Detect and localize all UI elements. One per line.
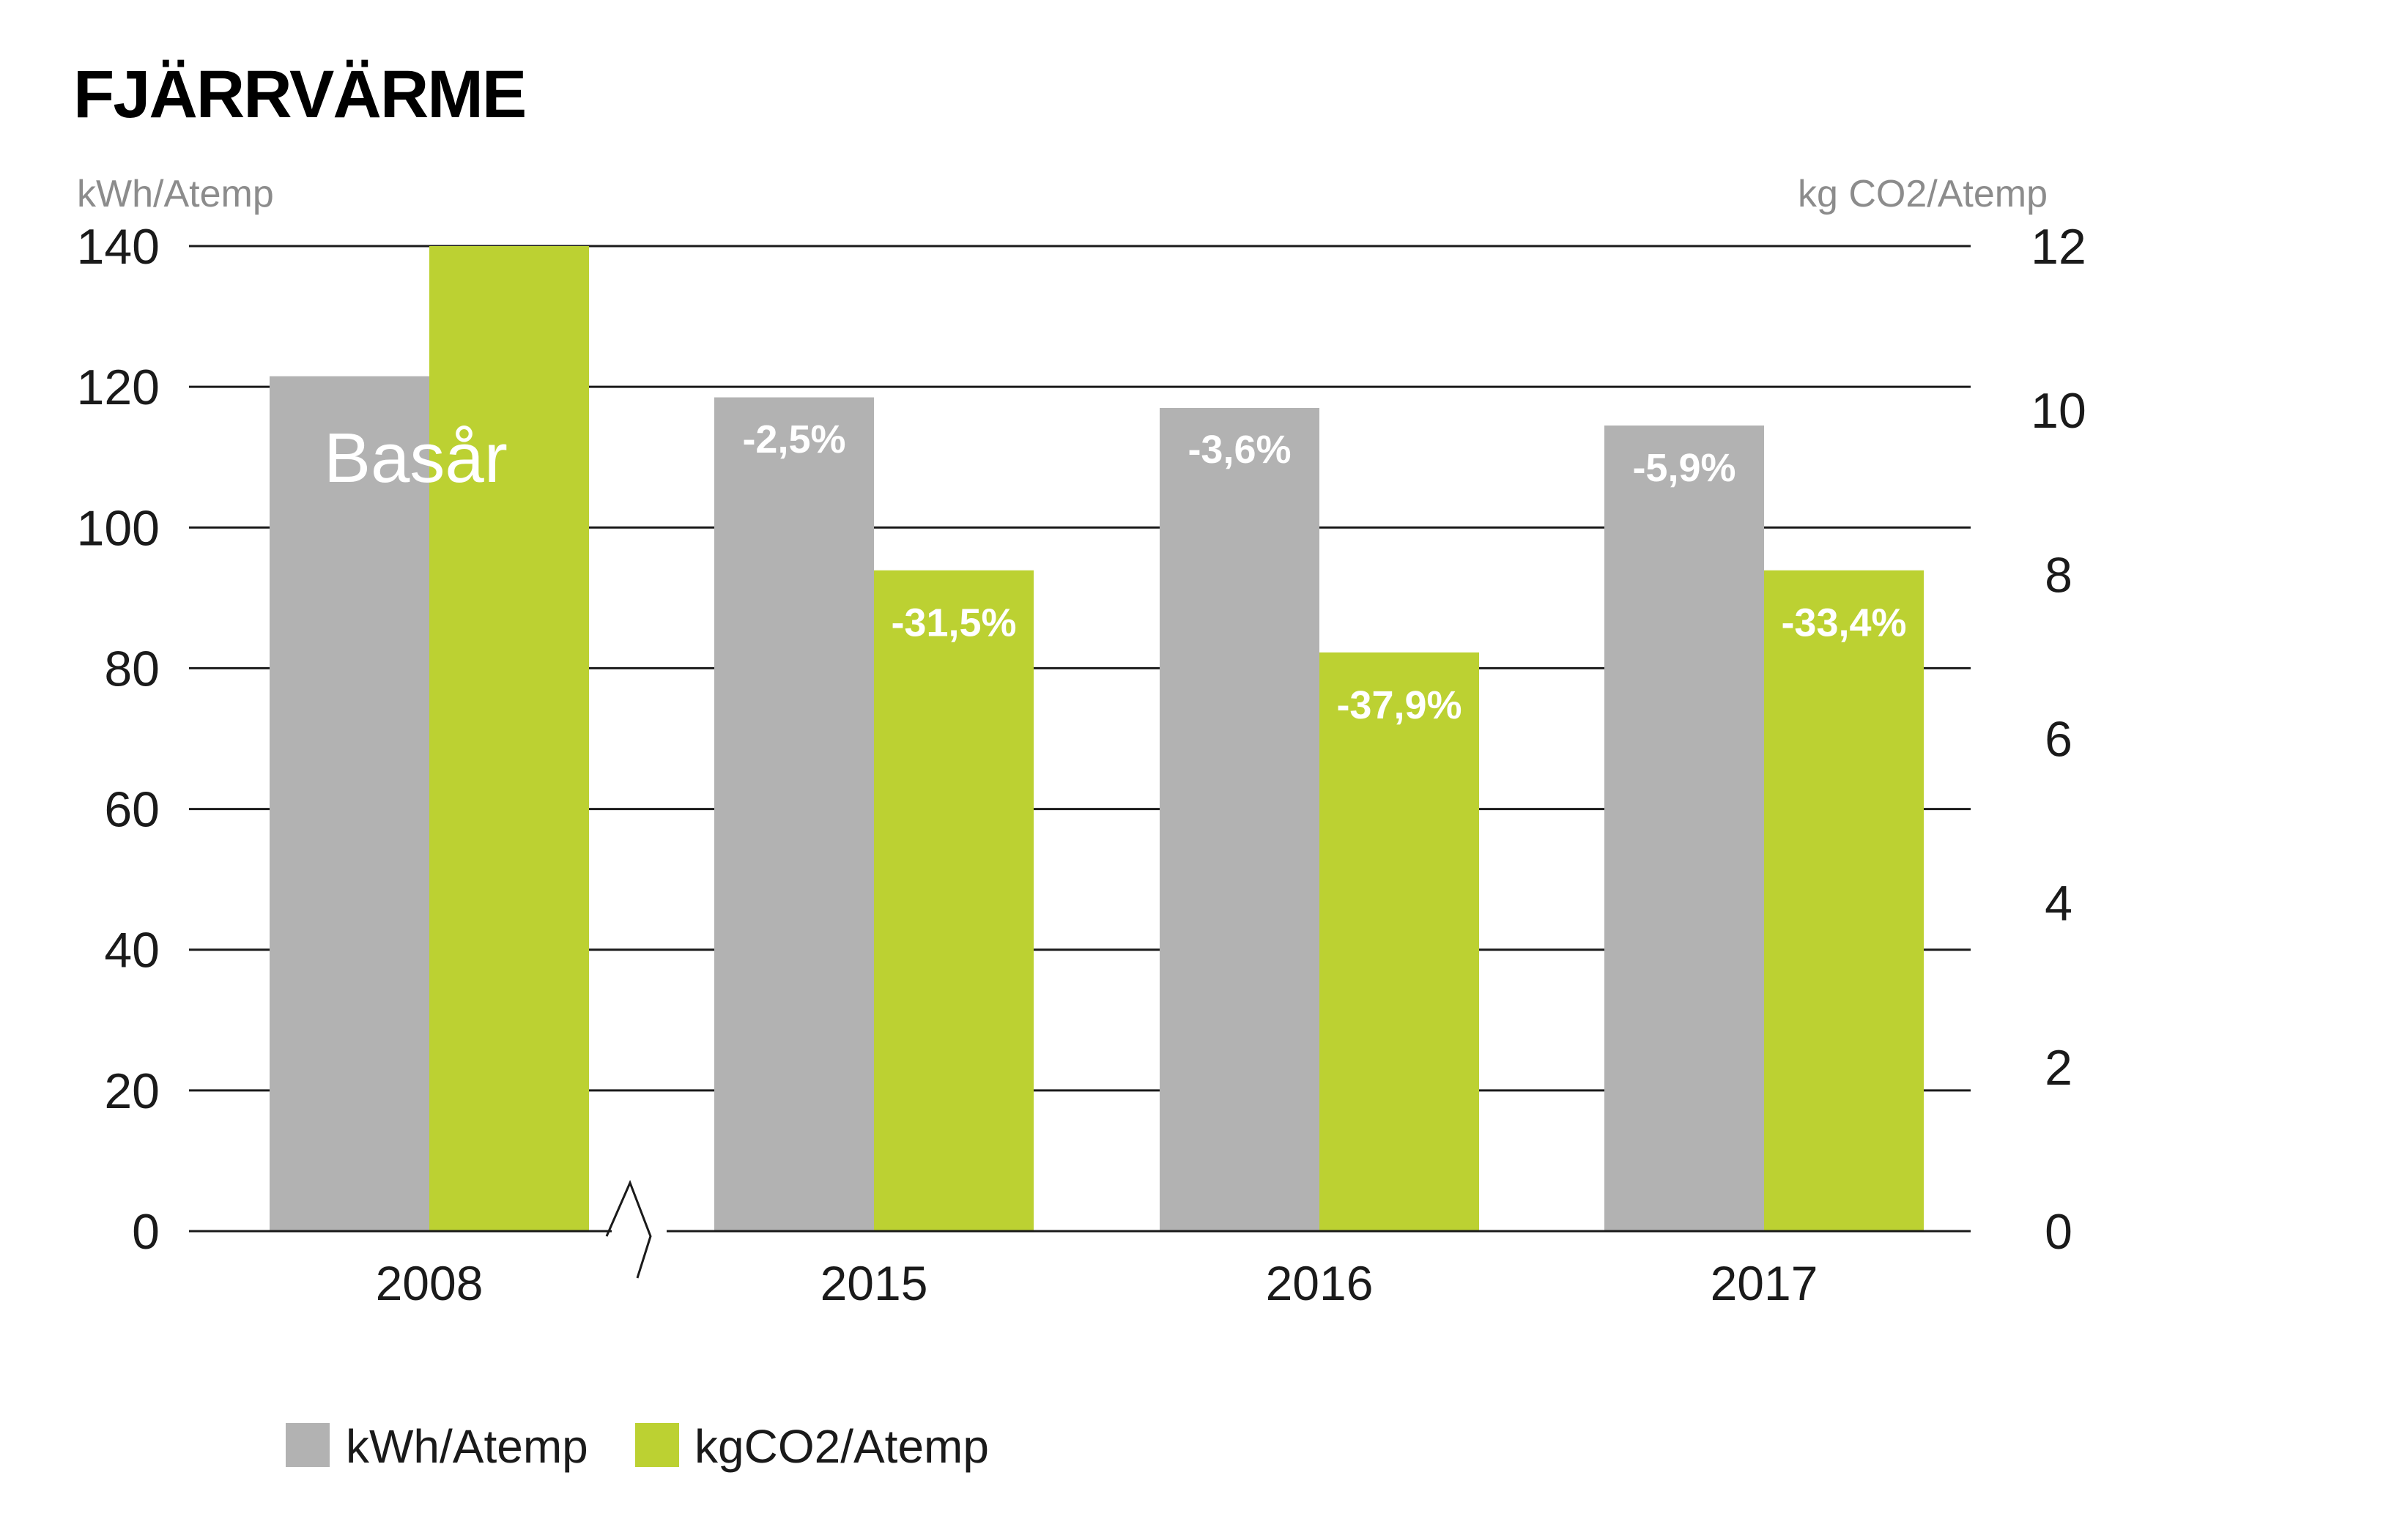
right-axis-ticks: 0 2 4 6 8 10 12 bbox=[2031, 219, 2086, 1260]
left-tick-label: 100 bbox=[77, 500, 160, 556]
legend-swatch-co2 bbox=[635, 1423, 679, 1467]
legend-swatch-kwh bbox=[286, 1423, 330, 1467]
right-tick-label: 10 bbox=[2031, 383, 2086, 439]
left-tick-label: 80 bbox=[104, 641, 160, 696]
left-tick-label: 0 bbox=[132, 1204, 160, 1260]
bar-labels: -2,5% -31,5% -3,6% -37,9% -5,9% -33,4% Basår bbox=[324, 417, 1907, 727]
category-label: 2008 bbox=[376, 1256, 484, 1310]
left-tick-label: 60 bbox=[104, 782, 160, 838]
legend-label-kwh: kWh/Atemp bbox=[346, 1420, 588, 1473]
bar-co2-2016 bbox=[1319, 652, 1479, 1231]
bar-kwh-2008 bbox=[270, 376, 429, 1231]
category-label: 2016 bbox=[1266, 1256, 1374, 1310]
right-tick-label: 4 bbox=[2045, 876, 2072, 932]
base-year-label: Basår bbox=[324, 419, 508, 497]
legend: kWh/Atemp kgCO2/Atemp bbox=[286, 1420, 989, 1473]
right-tick-label: 6 bbox=[2045, 712, 2072, 768]
co2-change-label: -31,5% bbox=[891, 601, 1016, 645]
right-tick-label: 12 bbox=[2031, 219, 2086, 275]
left-tick-label: 40 bbox=[104, 923, 160, 978]
left-axis-ticks: 0 20 40 60 80 100 120 140 bbox=[77, 219, 160, 1260]
bar-kwh-2017 bbox=[1604, 425, 1764, 1231]
chart-title: FJÄRRVÄRME bbox=[73, 57, 525, 132]
axis-break-mark bbox=[605, 1180, 652, 1279]
kwh-change-label: -2,5% bbox=[742, 417, 845, 461]
legend-label-co2: kgCO2/Atemp bbox=[694, 1420, 989, 1473]
right-tick-label: 2 bbox=[2045, 1040, 2072, 1096]
right-tick-label: 0 bbox=[2045, 1204, 2072, 1260]
category-labels: 2008 2015 2016 2017 bbox=[376, 1256, 1818, 1310]
co2-change-label: -37,9% bbox=[1336, 683, 1462, 727]
category-label: 2015 bbox=[820, 1256, 928, 1310]
kwh-change-label: -5,9% bbox=[1632, 446, 1735, 490]
left-tick-label: 140 bbox=[77, 219, 160, 275]
x-axis-baseline bbox=[189, 1180, 1971, 1279]
bar-co2-2015 bbox=[874, 570, 1034, 1231]
bar-kwh-2015 bbox=[714, 397, 874, 1231]
left-tick-label: 120 bbox=[77, 360, 160, 415]
right-tick-label: 8 bbox=[2045, 547, 2072, 603]
left-tick-label: 20 bbox=[104, 1063, 160, 1119]
left-axis-label: kWh/Atemp bbox=[77, 173, 274, 215]
co2-change-label: -33,4% bbox=[1781, 601, 1906, 645]
bars bbox=[270, 246, 1924, 1231]
bar-kwh-2016 bbox=[1160, 407, 1319, 1231]
kwh-change-label: -3,6% bbox=[1188, 428, 1291, 472]
bar-co2-2008 bbox=[429, 246, 589, 1231]
bar-co2-2017 bbox=[1764, 570, 1924, 1231]
right-axis-label: kg CO2/Atemp bbox=[1798, 173, 2048, 215]
category-label: 2017 bbox=[1711, 1256, 1818, 1310]
